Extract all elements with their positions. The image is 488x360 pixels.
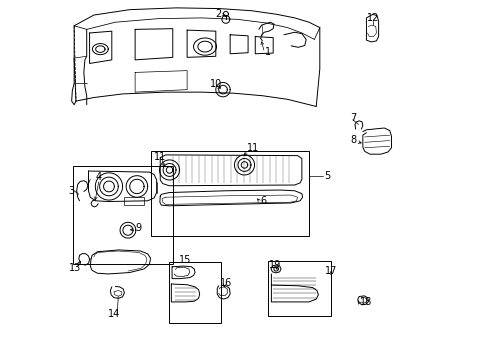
Text: 11: 11 [247,143,259,153]
Text: 15: 15 [179,255,191,265]
Text: 8: 8 [349,135,356,145]
Text: 17: 17 [325,266,337,276]
Text: 19: 19 [268,260,281,270]
Text: 9: 9 [135,224,141,233]
Bar [151,151,308,235]
Bar [124,197,144,205]
Bar [267,261,330,316]
Text: 13: 13 [69,263,81,273]
Text: 6: 6 [260,196,266,206]
Text: 4: 4 [96,172,102,182]
Bar [169,262,221,323]
Text: 2: 2 [215,9,221,19]
Text: 5: 5 [324,171,330,181]
Text: 3: 3 [69,186,75,196]
Text: 7: 7 [349,113,356,123]
Text: 14: 14 [108,310,120,319]
Text: 11: 11 [154,152,166,162]
Text: 16: 16 [220,278,232,288]
Text: 12: 12 [366,13,379,23]
Text: 1: 1 [265,46,271,57]
Bar [73,166,172,264]
Text: 18: 18 [359,297,371,307]
Text: 10: 10 [210,79,222,89]
